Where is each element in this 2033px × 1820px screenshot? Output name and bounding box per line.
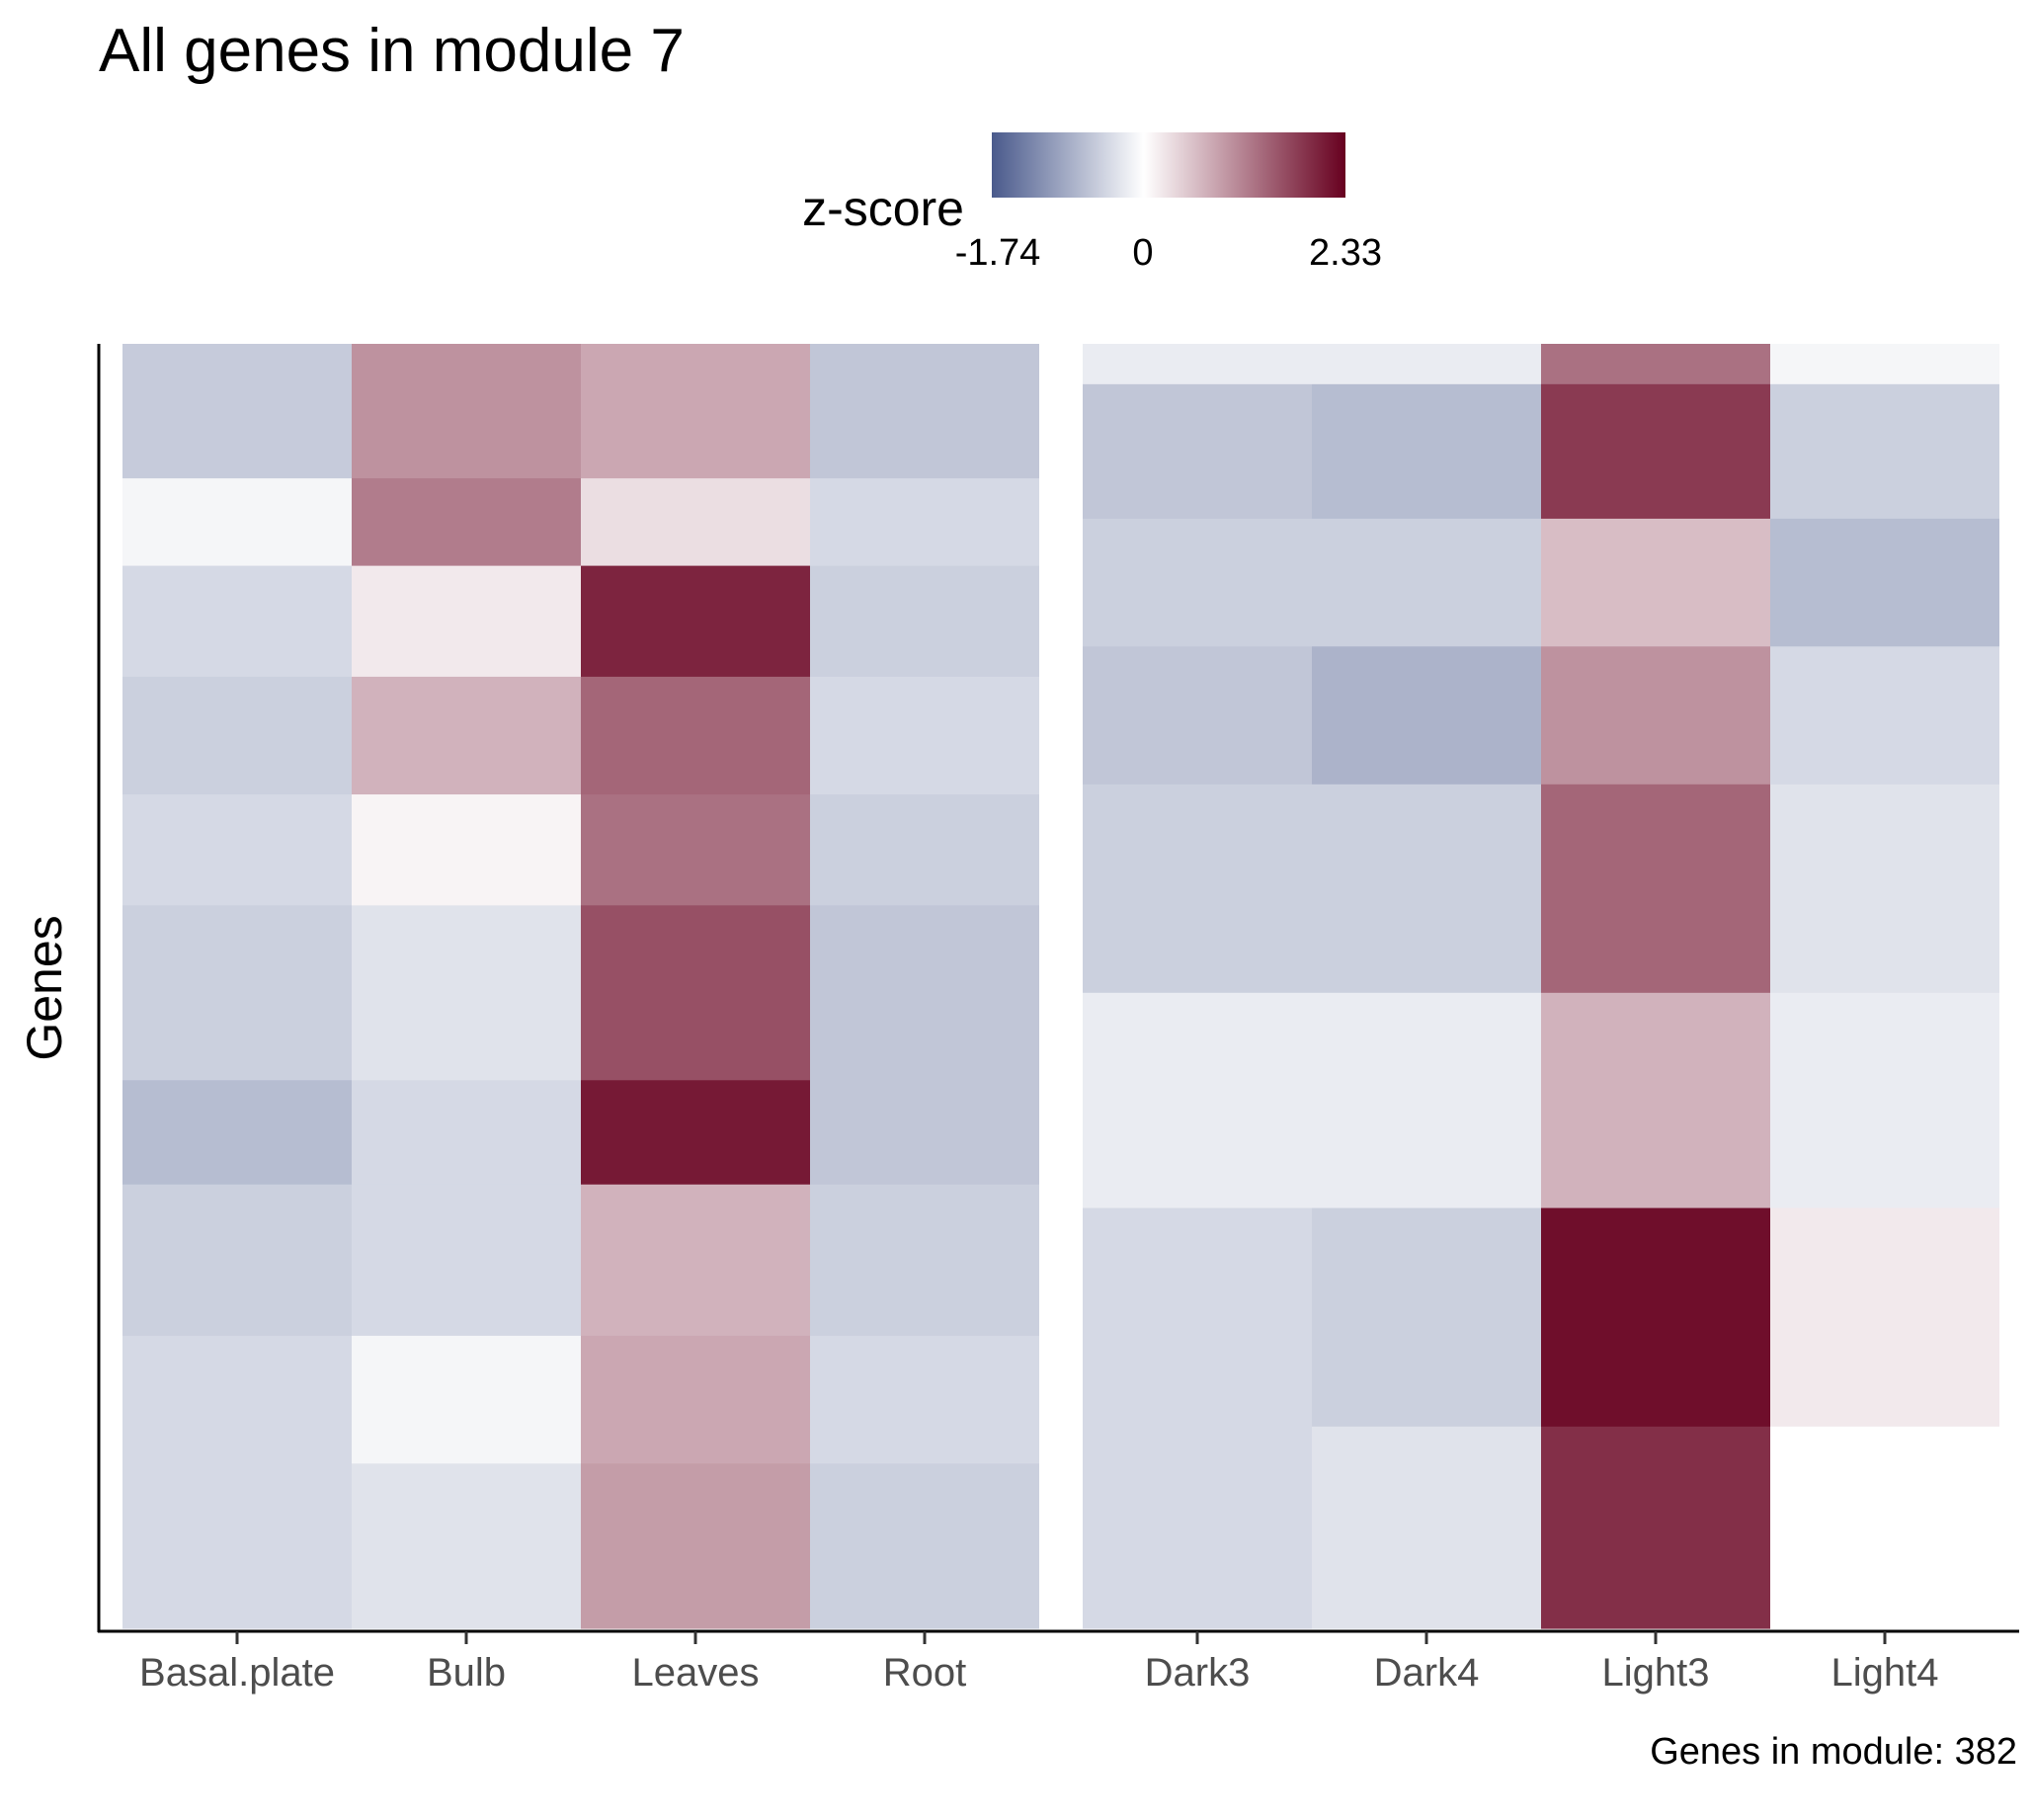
chart-caption: Genes in module: 382 [1650,1731,2017,1773]
heatmap-cell [1083,646,1312,786]
heatmap-cell [810,1335,1039,1464]
heatmap-cell [352,565,581,678]
heatmap-cell [122,478,352,567]
heatmap-cell [122,794,352,906]
heatmap-cell [1312,518,1541,647]
heatmap-cell [1541,1207,1770,1428]
x-tick-label: Basal.plate [139,1651,335,1695]
legend: z-score -1.74 0 2.33 [802,132,1382,274]
heatmap-cell [1770,344,1999,385]
heatmap-cell [1083,992,1312,1209]
x-tick-label: Dark3 [1145,1651,1251,1695]
heatmap-cell [122,1080,352,1186]
heatmap-cell [352,1080,581,1186]
heatmap-cell [1770,992,1999,1209]
x-tick-label: Dark4 [1374,1651,1480,1695]
heatmap-cell [122,1184,352,1337]
heatmap-cell [352,1463,581,1629]
heatmap-cell [1541,992,1770,1209]
heatmap-cell [122,905,352,1081]
heatmap-cell [1541,344,1770,385]
heatmap-cell [1770,518,1999,647]
heatmap-cell [810,1184,1039,1337]
x-tick-label: Leaves [632,1651,760,1695]
heatmap-cell [1541,383,1770,520]
heatmap-cell [122,1335,352,1464]
legend-tick-max: 2.33 [1309,232,1382,274]
heatmap-cell [581,1184,810,1337]
heatmap-cell [1770,646,1999,786]
heatmap-cell [1770,1207,1999,1428]
heatmap-cell [1312,784,1541,994]
heatmap-cell [810,794,1039,906]
heatmap-cell [1770,1426,1999,1629]
heatmap-cell [1083,1207,1312,1428]
heatmap-cell [352,1335,581,1464]
heatmap-cell [1083,784,1312,994]
heatmap-cell [581,1080,810,1186]
heatmap-cell [1083,383,1312,520]
heatmap-cell [1770,784,1999,994]
chart-title: All genes in module 7 [99,17,685,85]
heatmap-cell [1770,383,1999,520]
heatmap-cell [581,478,810,567]
heatmap-cell [581,1463,810,1629]
x-tick-label: Bulb [427,1651,506,1695]
heatmap-cell [1312,344,1541,385]
heatmap-cell [810,905,1039,1081]
heatmap-cell [581,794,810,906]
legend-tick-min: -1.74 [955,232,1041,274]
heatmap-cell [581,1335,810,1464]
heatmap-cell [810,1463,1039,1629]
heatmap-cell [352,905,581,1081]
heatmap-cell [1541,518,1770,647]
heatmap-cell [122,1463,352,1629]
heatmap-cell [1312,383,1541,520]
heatmap-cell [1312,1207,1541,1428]
heatmap-cell [1312,646,1541,786]
heatmap-cell [1541,646,1770,786]
heatmap-cell [810,676,1039,795]
heatmap-cell [581,565,810,678]
y-axis-title: Genes [17,915,72,1060]
heatmap-cell [581,676,810,795]
heatmap-cell [122,565,352,678]
heatmap-cell [1312,1426,1541,1629]
x-axis-ticks: Basal.plate Bulb Leaves Root Dark3 Dark4 Light… [139,1631,1938,1695]
heatmap-cells [122,344,1999,1629]
heatmap-cell [352,1184,581,1337]
legend-title: z-score [802,181,964,236]
heatmap-cell [1541,1426,1770,1629]
heatmap-cell [122,676,352,795]
heatmap-cell [352,478,581,567]
heatmap-cell [1312,992,1541,1209]
heatmap-cell [352,344,581,479]
heatmap-cell [810,565,1039,678]
heatmap-cell [810,478,1039,567]
heatmap-cell [352,676,581,795]
heatmap-cell [810,344,1039,479]
heatmap-cell [581,344,810,479]
heatmap-cell [1083,1426,1312,1629]
heatmap-cell [122,344,352,479]
heatmap-cell [1541,784,1770,994]
x-tick-label: Light4 [1831,1651,1939,1695]
x-tick-label: Light3 [1602,1651,1710,1695]
heatmap-cell [810,1080,1039,1186]
heatmap-cell [1083,344,1312,385]
heatmap-cell [1083,518,1312,647]
legend-colorbar [992,132,1345,198]
legend-tick-mid: 0 [1132,232,1153,274]
heatmap-cell [352,794,581,906]
heatmap-cell [581,905,810,1081]
x-tick-label: Root [883,1651,967,1695]
